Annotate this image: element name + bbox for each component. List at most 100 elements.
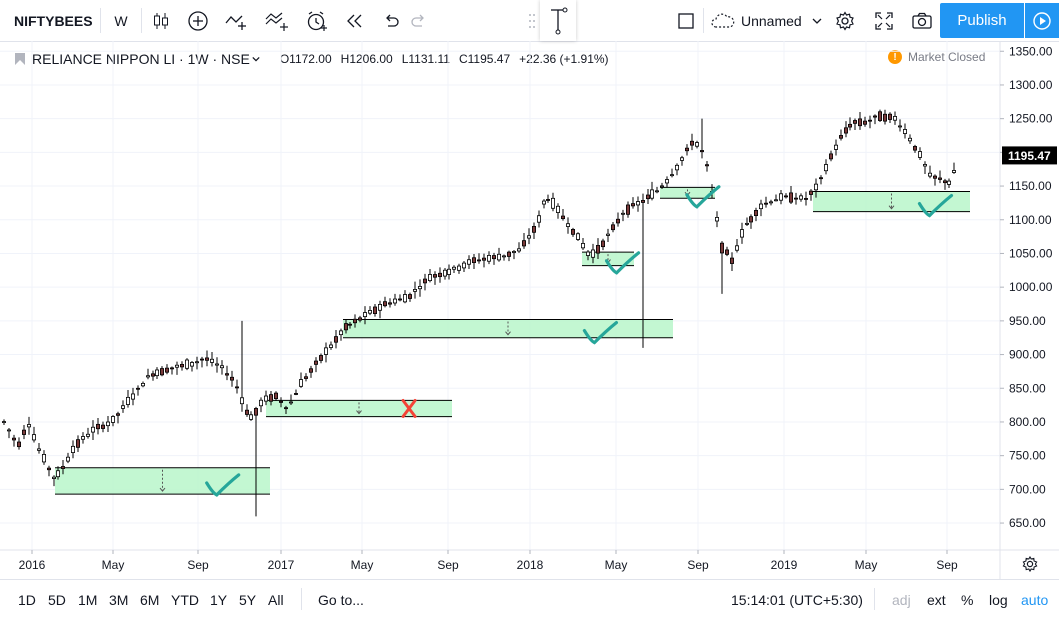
log-scale-toggle[interactable]: log [989, 591, 1008, 608]
camera-icon[interactable] [907, 0, 937, 41]
range-button-3m[interactable]: 3M [109, 591, 129, 608]
fullscreen-select-icon[interactable] [672, 0, 700, 41]
adj-toggle[interactable]: adj [892, 591, 911, 608]
candle-up [799, 195, 804, 200]
candle-up [501, 255, 506, 258]
candle-down [532, 225, 537, 233]
candle-up [417, 286, 422, 290]
zone-arrow [505, 331, 511, 336]
candle-down [641, 200, 646, 203]
compare-icon[interactable] [262, 0, 292, 41]
candle-up [814, 183, 819, 191]
range-button-1d[interactable]: 1D [18, 591, 36, 608]
range-button-all[interactable]: All [268, 591, 284, 608]
range-button-5y[interactable]: 5Y [239, 591, 257, 608]
alert-icon[interactable] [302, 0, 332, 41]
candle-style-icon[interactable] [146, 0, 176, 41]
candle-down [700, 150, 705, 153]
candle-down [789, 192, 794, 203]
candle-up [446, 268, 451, 275]
price-tick-label: 1300.00 [1009, 78, 1053, 92]
candle-down [244, 409, 249, 415]
range-button-ytd[interactable]: YTD [171, 591, 199, 608]
symbol-search-button[interactable]: NIFTYBEES [14, 12, 93, 29]
candle-down [179, 364, 184, 368]
candle-up [466, 259, 471, 265]
legend-open: O1172.00 [279, 52, 332, 66]
candle-up [586, 251, 591, 256]
range-button-5d[interactable]: 5D [48, 591, 66, 608]
candle-up [189, 362, 194, 367]
candle-down [690, 140, 695, 146]
drag-handle-icon[interactable] [522, 0, 542, 41]
candle-up [591, 249, 596, 258]
legend-low: L1131.11 [401, 52, 450, 66]
candle-up [650, 189, 655, 199]
goto-date-button[interactable]: Go to... [318, 591, 364, 608]
candle-down [169, 367, 174, 370]
candle-down [839, 135, 844, 139]
layout-name: Unnamed [741, 12, 802, 29]
candle-down [626, 204, 631, 215]
candle-down [278, 400, 283, 403]
candle-up [263, 395, 268, 402]
candle-down [347, 323, 352, 326]
layout-menu-button[interactable]: Unnamed [710, 0, 828, 41]
redo-icon[interactable] [404, 0, 434, 41]
candle-up [56, 470, 61, 478]
candle-down [283, 407, 288, 410]
price-scale[interactable]: 1350.001300.001250.001200.001150.001100.… [1000, 44, 1053, 530]
candle-down [471, 257, 476, 264]
price-tick-label: 850.00 [1009, 381, 1046, 395]
cross-mark-icon [401, 398, 417, 418]
candle-down [888, 113, 893, 120]
publish-button[interactable]: Publish [940, 3, 1024, 38]
candle-down [754, 210, 759, 217]
legend-title[interactable]: RELIANCE NIPPON LI · 1W · NSE [32, 51, 250, 67]
chevron-down-icon[interactable] [252, 56, 260, 62]
interval-button[interactable]: W [114, 12, 128, 29]
candle-down [868, 119, 873, 122]
fullscreen-icon[interactable] [869, 0, 899, 41]
candle-up [527, 235, 532, 239]
candle-up [670, 174, 675, 177]
range-button-6m[interactable]: 6M [140, 591, 160, 608]
check-mark-icon [917, 193, 954, 218]
time-tick-label: 2019 [771, 558, 798, 572]
candle-up [184, 359, 189, 369]
candle-down [616, 218, 621, 224]
check-mark-icon [685, 185, 721, 209]
candle-down [848, 123, 853, 128]
chart-settings-gear-icon[interactable] [1022, 555, 1038, 573]
range-button-1m[interactable]: 1M [78, 591, 98, 608]
candle-down [224, 373, 229, 376]
bookmark-icon[interactable] [14, 52, 26, 66]
percent-scale-toggle[interactable]: % [961, 591, 974, 608]
time-scale[interactable]: 2016 May Sep 2017 May Sep 2018 May Sep 2019 May Sep [19, 550, 958, 572]
candle-down [101, 424, 106, 429]
ext-toggle[interactable]: ext [927, 591, 946, 608]
clock-timezone[interactable]: 15:14:01 (UTC+5:30) [731, 591, 863, 608]
publish-menu-button[interactable] [1025, 3, 1059, 38]
replay-icon[interactable] [340, 0, 370, 41]
legend-change: +22.36 (+1.91%) [519, 52, 609, 66]
settings-gear-icon[interactable] [830, 0, 860, 41]
undo-icon[interactable] [376, 0, 406, 41]
candle-up [512, 251, 517, 253]
candle-up [86, 433, 91, 437]
drawing-tool-icon[interactable] [540, 0, 576, 41]
add-indicator-icon[interactable] [183, 0, 213, 41]
price-tick-label: 1250.00 [1009, 112, 1053, 126]
candle-up [130, 393, 135, 400]
indicators-icon[interactable] [222, 0, 252, 41]
time-tick-label: 2018 [517, 558, 544, 572]
candle-down [596, 245, 601, 254]
price-chart[interactable]: 1350.001300.001250.001200.001150.001100.… [0, 41, 1059, 579]
candle-down [397, 298, 402, 301]
candle-up [377, 304, 382, 311]
candle-down [16, 441, 21, 448]
candle-down [809, 190, 814, 195]
auto-scale-toggle[interactable]: auto [1021, 591, 1049, 608]
range-button-1y[interactable]: 1Y [210, 591, 228, 608]
candle-up [923, 164, 928, 167]
